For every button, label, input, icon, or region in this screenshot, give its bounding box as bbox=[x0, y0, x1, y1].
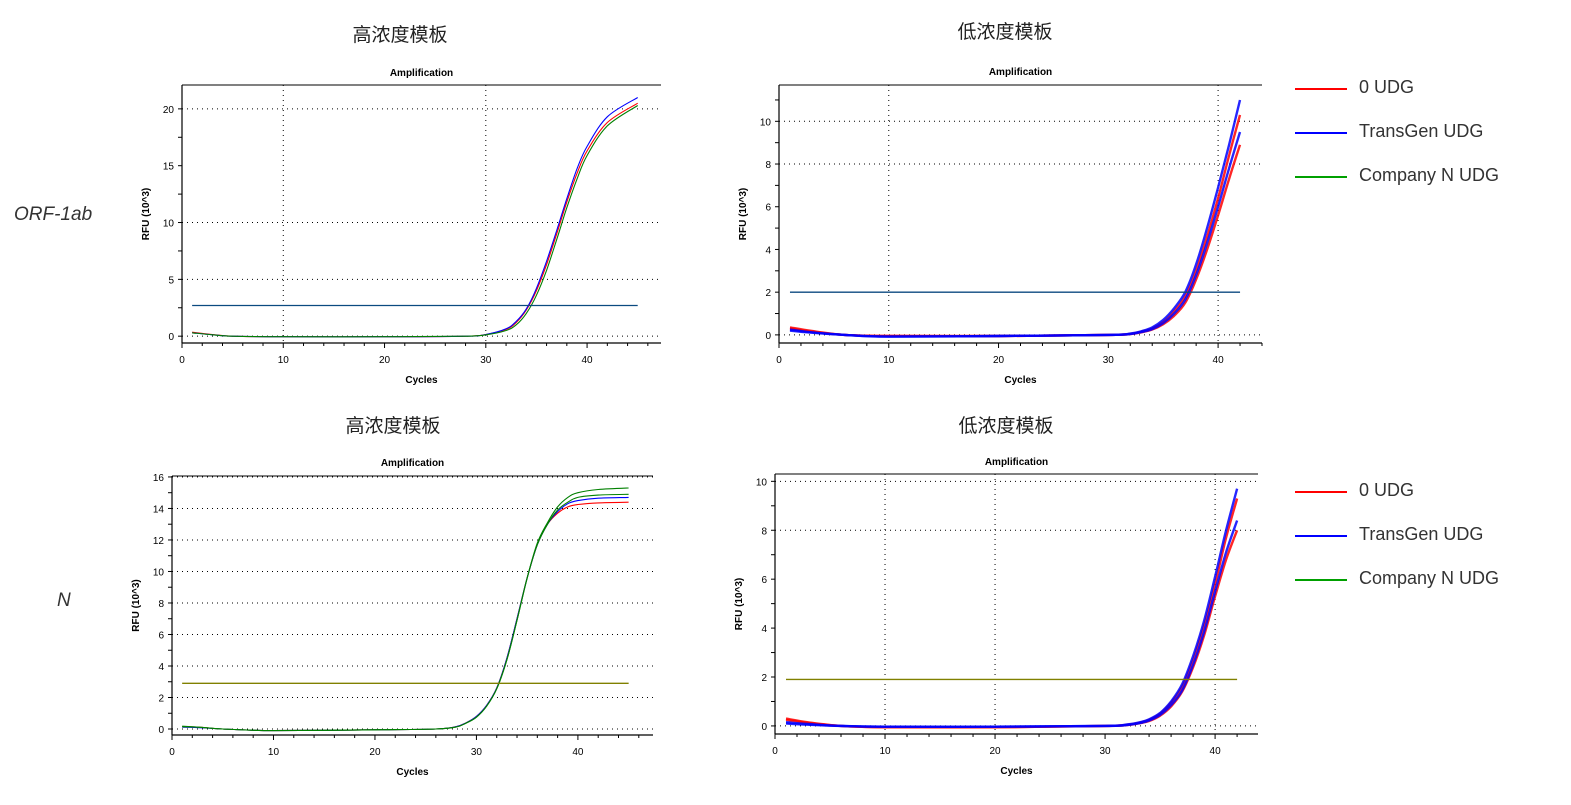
amplification-curve bbox=[789, 144, 1242, 338]
y-tick-label: 8 bbox=[765, 160, 771, 171]
y-tick-label: 8 bbox=[761, 526, 767, 537]
row-label-orf1ab: ORF-1ab bbox=[14, 204, 93, 225]
y-tick-label: 4 bbox=[765, 245, 771, 256]
chart-title: Amplification bbox=[989, 67, 1052, 78]
y-tick-label: 10 bbox=[163, 219, 175, 230]
y-tick-label: 12 bbox=[153, 536, 165, 547]
amplification-curve bbox=[182, 496, 629, 732]
amplification-curve bbox=[785, 498, 1239, 729]
amplification-curve bbox=[789, 131, 1242, 338]
x-tick-label: 30 bbox=[1103, 355, 1115, 366]
x-axis-label: Cycles bbox=[1004, 375, 1037, 386]
y-tick-label: 2 bbox=[765, 288, 771, 299]
amplification-curve bbox=[785, 488, 1239, 728]
legend-label: Company N UDG bbox=[1359, 568, 1500, 588]
x-tick-label: 0 bbox=[776, 355, 782, 366]
amplification-curve bbox=[182, 493, 629, 732]
x-tick-label: 10 bbox=[883, 355, 895, 366]
y-tick-label: 5 bbox=[168, 275, 174, 286]
x-tick-label: 30 bbox=[480, 355, 492, 366]
section-title-low-n: 低浓度模板 bbox=[958, 415, 1054, 437]
y-axis-label: RFU (10^3) bbox=[141, 188, 152, 241]
legend-item-0-udg: 0 UDG bbox=[1295, 77, 1555, 101]
legend-swatch bbox=[1295, 132, 1347, 134]
x-tick-label: 40 bbox=[1210, 746, 1222, 757]
legend-item-0-udg: 0 UDG bbox=[1295, 480, 1555, 504]
y-tick-label: 10 bbox=[760, 117, 772, 128]
amplification-curve bbox=[192, 97, 638, 338]
section-title-high-n: 高浓度模板 bbox=[345, 415, 441, 437]
amplification-curve bbox=[789, 99, 1242, 338]
y-tick-label: 0 bbox=[168, 332, 174, 343]
legend-swatch bbox=[1295, 176, 1347, 178]
legend-swatch bbox=[1295, 579, 1347, 581]
x-tick-label: 10 bbox=[879, 746, 891, 757]
x-tick-label: 40 bbox=[582, 355, 594, 366]
y-tick-label: 10 bbox=[153, 567, 165, 578]
y-tick-label: 6 bbox=[765, 203, 771, 214]
legend-item-company-n-udg: Company N UDG bbox=[1295, 165, 1555, 189]
legend-label: TransGen UDG bbox=[1359, 524, 1484, 544]
x-tick-label: 0 bbox=[772, 746, 778, 757]
y-axis-label: RFU (10^3) bbox=[131, 579, 142, 632]
y-tick-label: 2 bbox=[158, 694, 164, 705]
y-tick-label: 20 bbox=[163, 105, 175, 116]
x-tick-label: 40 bbox=[572, 747, 584, 758]
chart-title: Amplification bbox=[985, 457, 1048, 468]
x-tick-label: 40 bbox=[1213, 355, 1225, 366]
row-label-n: N bbox=[57, 590, 71, 611]
y-tick-label: 16 bbox=[153, 473, 165, 484]
legend-swatch bbox=[1295, 88, 1347, 90]
x-tick-label: 20 bbox=[369, 747, 381, 758]
x-tick-label: 20 bbox=[989, 746, 1001, 757]
y-tick-label: 8 bbox=[158, 599, 164, 610]
y-axis-label: RFU (10^3) bbox=[738, 188, 749, 241]
y-tick-label: 6 bbox=[761, 575, 767, 586]
amplification-curve bbox=[192, 105, 639, 338]
amplification-curve bbox=[192, 102, 638, 338]
y-axis-label: RFU (10^3) bbox=[734, 578, 745, 631]
x-tick-label: 0 bbox=[169, 747, 175, 758]
amplification-curve bbox=[182, 501, 629, 732]
y-tick-label: 0 bbox=[765, 331, 771, 342]
chart-title: Amplification bbox=[381, 458, 444, 469]
x-axis-label: Cycles bbox=[1000, 766, 1033, 777]
x-tick-label: 10 bbox=[278, 355, 290, 366]
x-tick-label: 0 bbox=[179, 355, 185, 366]
section-title-high-orf: 高浓度模板 bbox=[352, 24, 448, 46]
x-tick-label: 20 bbox=[993, 355, 1005, 366]
amplification-curve bbox=[789, 114, 1242, 338]
x-axis-label: Cycles bbox=[405, 375, 438, 386]
legend-item-company-n-udg: Company N UDG bbox=[1295, 568, 1555, 592]
y-tick-label: 10 bbox=[756, 477, 768, 488]
y-tick-label: 6 bbox=[158, 630, 164, 641]
amplification-curve bbox=[785, 520, 1239, 728]
y-tick-label: 14 bbox=[153, 504, 165, 515]
amplification-curve bbox=[785, 529, 1239, 729]
legend-label: Company N UDG bbox=[1359, 165, 1500, 185]
x-tick-label: 30 bbox=[1100, 746, 1112, 757]
y-tick-label: 4 bbox=[761, 624, 767, 635]
x-tick-label: 20 bbox=[379, 355, 391, 366]
legend-item-transgen-udg: TransGen UDG bbox=[1295, 524, 1555, 548]
x-tick-label: 30 bbox=[471, 747, 483, 758]
y-tick-label: 0 bbox=[158, 725, 164, 736]
x-axis-label: Cycles bbox=[396, 767, 429, 778]
section-title-low-orf: 低浓度模板 bbox=[957, 21, 1053, 43]
legend-item-transgen-udg: TransGen UDG bbox=[1295, 121, 1555, 145]
x-tick-label: 10 bbox=[268, 747, 280, 758]
y-tick-label: 4 bbox=[158, 662, 164, 673]
legend-swatch bbox=[1295, 535, 1347, 537]
y-tick-label: 2 bbox=[761, 673, 767, 684]
legend-label: 0 UDG bbox=[1359, 480, 1415, 500]
legend-label: 0 UDG bbox=[1359, 77, 1415, 97]
amplification-curve bbox=[182, 487, 629, 732]
y-tick-label: 15 bbox=[163, 162, 175, 173]
legend-label: TransGen UDG bbox=[1359, 121, 1484, 141]
chart-title: Amplification bbox=[390, 68, 453, 79]
legend-swatch bbox=[1295, 491, 1347, 493]
y-tick-label: 0 bbox=[761, 722, 767, 733]
